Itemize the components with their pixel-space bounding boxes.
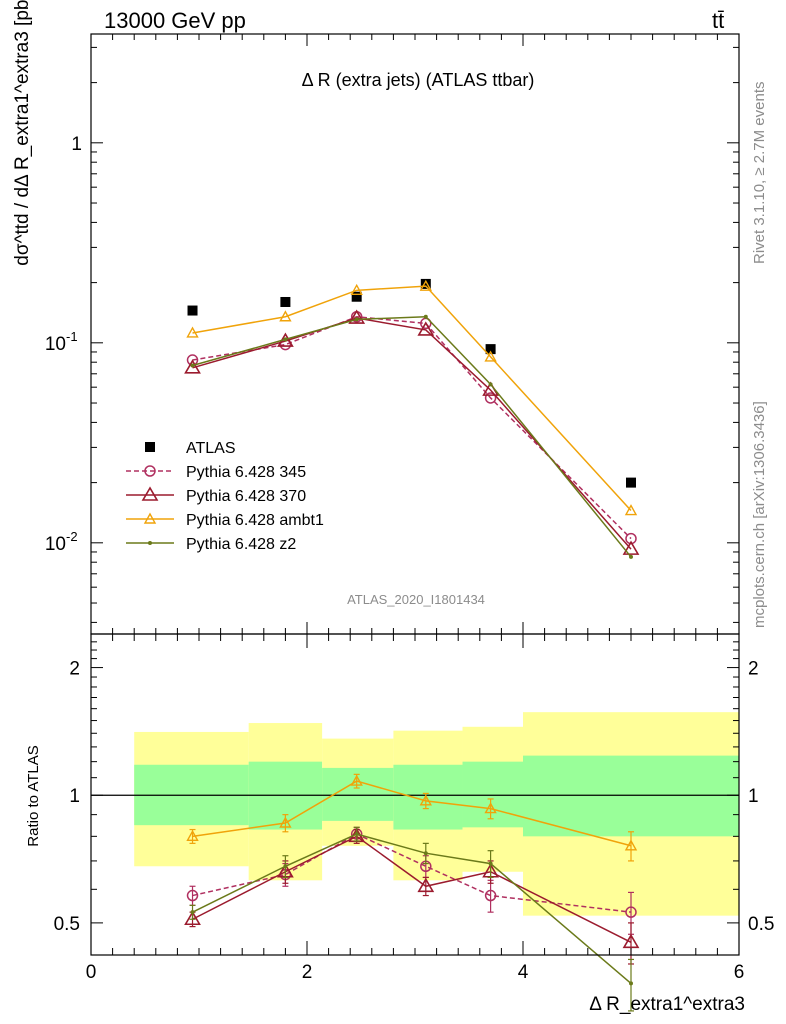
ratio-point-pythia-6-428-345 [625, 906, 637, 918]
ratio-point-pythia-6-428-ambt1 [484, 802, 497, 814]
ratio-series-layer [184, 773, 640, 1012]
legend-marker-pythia-6-428-370 [141, 486, 159, 501]
main-y-tick-exponent: -2 [66, 529, 78, 544]
ratio-point-pythia-6-428-z2 [629, 981, 633, 986]
main-point-pythia-6-428-ambt1 [350, 283, 363, 296]
main-point-pythia-6-428-ambt1 [279, 310, 292, 322]
main-point-pythia-6-428-370 [417, 321, 435, 336]
rivet-version-label: Rivet 3.1.10, ≥ 2.7M events [751, 82, 768, 265]
ratio-y-tick-label-left: 1 [69, 786, 80, 807]
main-point-pythia-6-428-z2 [283, 337, 288, 342]
legend-label-pythia-6-428-z2: Pythia 6.428 z2 [186, 536, 296, 553]
legend-marker-atlas [145, 442, 155, 452]
legend-label-pythia-6-428-370: Pythia 6.428 370 [186, 488, 306, 505]
mcplots-source-label: mcplots.cern.ch [arXiv:1306.3436] [751, 401, 768, 628]
ratio-point-pythia-6-428-ambt1 [186, 829, 199, 842]
ratio-point-pythia-6-428-ambt1 [279, 816, 292, 828]
stat-uncertainty-band [462, 761, 523, 828]
ratio-y-tick-label-right: 2 [748, 659, 759, 680]
legend-label-atlas: ATLAS [186, 440, 236, 457]
main-point-atlas [420, 278, 431, 289]
main-point-pythia-6-428-370 [184, 359, 201, 374]
ratio-axes: 0.5 0.5 1 1 2 2 0 2 4 6 [54, 633, 774, 983]
x-tick-label: 6 [734, 962, 745, 983]
main-y-axis-label: dσ^ttd / dΔ R_extra1^extra3 [pb] [12, 0, 33, 266]
legend-label-pythia-6-428-345: Pythia 6.428 345 [186, 464, 306, 481]
main-line-pythia-6-428-370 [192, 317, 632, 550]
ratio-point-pythia-6-428-370 [184, 910, 201, 926]
main-line-pythia-6-428-ambt1 [192, 285, 632, 512]
ratio-point-pythia-6-428-345 [484, 889, 497, 902]
ratio-line-pythia-6-428-345 [192, 833, 632, 913]
legend: ATLAS Pythia 6.428 345 Pythia 6.428 370 Pyt… [126, 440, 324, 553]
ratio-point-pythia-6-428-345 [186, 889, 199, 902]
ratio-y-tick-label-right: 1 [748, 786, 759, 807]
ratio-y-axis-label: Ratio to ATLAS [25, 745, 42, 846]
ratio-y-tick-label-left: 2 [69, 659, 80, 680]
main-point-pythia-6-428-ambt1 [186, 326, 199, 338]
main-point-pythia-6-428-z2 [354, 317, 359, 322]
analysis-tag: ATLAS_2020_I1801434 [347, 592, 485, 607]
main-point-atlas [626, 477, 636, 488]
ratio-bands [91, 712, 739, 916]
main-point-atlas [351, 291, 362, 302]
main-point-pythia-6-428-z2 [190, 363, 195, 368]
ratio-point-pythia-6-428-ambt1 [419, 794, 432, 806]
ratio-point-pythia-6-428-z2 [423, 851, 428, 856]
ratio-point-pythia-6-428-ambt1 [624, 839, 638, 851]
main-point-pythia-6-428-370 [622, 540, 640, 555]
main-y-tick-exponent: -1 [66, 329, 78, 344]
ratio-point-pythia-6-428-z2 [283, 864, 288, 869]
main-y-tick-label: 10 [45, 534, 66, 555]
legend-marker-pythia-6-428-z2 [148, 541, 152, 545]
legend-marker-pythia-6-428-ambt1 [143, 512, 157, 524]
main-line-pythia-6-428-345 [192, 315, 632, 540]
main-point-pythia-6-428-345 [484, 392, 497, 404]
ratio-line-pythia-6-428-z2 [192, 833, 632, 984]
stat-uncertainty-band [523, 755, 739, 837]
main-point-pythia-6-428-370 [348, 309, 366, 324]
main-point-atlas [187, 305, 198, 316]
ratio-line-pythia-6-428-ambt1 [192, 780, 632, 847]
main-y-tick-label: 10 [45, 334, 66, 355]
main-y-tick-label: 1 [71, 134, 82, 155]
legend-marker-pythia-6-428-345 [144, 465, 156, 477]
ratio-point-pythia-6-428-z2 [190, 910, 195, 915]
ratio-point-pythia-6-428-370 [622, 933, 640, 949]
ratio-point-pythia-6-428-ambt1 [350, 774, 363, 786]
main-series-layer [184, 278, 640, 559]
process-label: tt̄ [712, 8, 724, 33]
main-point-pythia-6-428-z2 [488, 382, 493, 387]
main-point-pythia-6-428-z2 [423, 314, 428, 319]
ratio-point-pythia-6-428-z2 [354, 832, 359, 837]
main-point-pythia-6-428-ambt1 [419, 279, 432, 291]
ratio-y-tick-label-right: 0.5 [748, 914, 774, 935]
main-point-pythia-6-428-ambt1 [484, 350, 497, 362]
main-line-pythia-6-428-z2 [192, 315, 632, 558]
main-point-pythia-6-428-z2 [629, 554, 633, 559]
energy-label: 13000 GeV pp [104, 8, 246, 33]
main-point-atlas [485, 344, 496, 355]
main-point-atlas [280, 296, 291, 307]
ratio-point-pythia-6-428-370 [417, 877, 435, 893]
x-tick-label: 2 [302, 962, 313, 983]
main-point-pythia-6-428-ambt1 [624, 504, 638, 516]
legend-label-pythia-6-428-ambt1: Pythia 6.428 ambt1 [186, 512, 324, 529]
stat-uncertainty-band [393, 764, 463, 830]
chart-title: Δ R (extra jets) (ATLAS ttbar) [302, 70, 535, 90]
x-tick-label: 4 [518, 962, 529, 983]
x-axis-label: Δ R_extra1^extra3 [589, 994, 745, 1015]
ratio-point-pythia-6-428-z2 [488, 861, 493, 866]
x-tick-label: 0 [86, 962, 97, 983]
ratio-y-tick-label-left: 0.5 [54, 914, 80, 935]
